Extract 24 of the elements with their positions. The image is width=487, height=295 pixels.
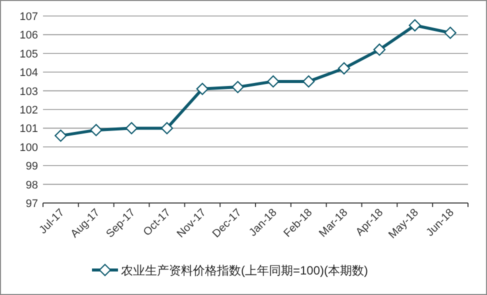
y-tick-label: 99 bbox=[26, 160, 38, 173]
point bbox=[267, 75, 280, 88]
point bbox=[338, 62, 350, 74]
y-tick-label: 103 bbox=[20, 86, 38, 98]
y-tick-label: 104 bbox=[20, 67, 38, 80]
legend-label: 农业生产资料价格指数(上年同期=100)(本期数) bbox=[121, 264, 368, 278]
point bbox=[373, 44, 386, 56]
y-tick-label: 107 bbox=[20, 11, 38, 23]
point bbox=[125, 122, 138, 134]
point bbox=[302, 75, 315, 88]
y-tick-label: 97 bbox=[26, 198, 38, 210]
y-tick-label: 100 bbox=[20, 142, 38, 154]
y-tick-label: 101 bbox=[20, 123, 38, 136]
point bbox=[444, 26, 456, 39]
y-tick-label: 98 bbox=[26, 179, 38, 192]
y-tick-label: 102 bbox=[20, 104, 38, 116]
point bbox=[196, 82, 208, 96]
point bbox=[54, 130, 67, 142]
y-tick-label: 105 bbox=[20, 48, 38, 60]
y-tick-label: 106 bbox=[20, 30, 38, 42]
point bbox=[232, 80, 244, 94]
point bbox=[408, 19, 421, 32]
point bbox=[160, 122, 174, 134]
point bbox=[90, 124, 102, 136]
